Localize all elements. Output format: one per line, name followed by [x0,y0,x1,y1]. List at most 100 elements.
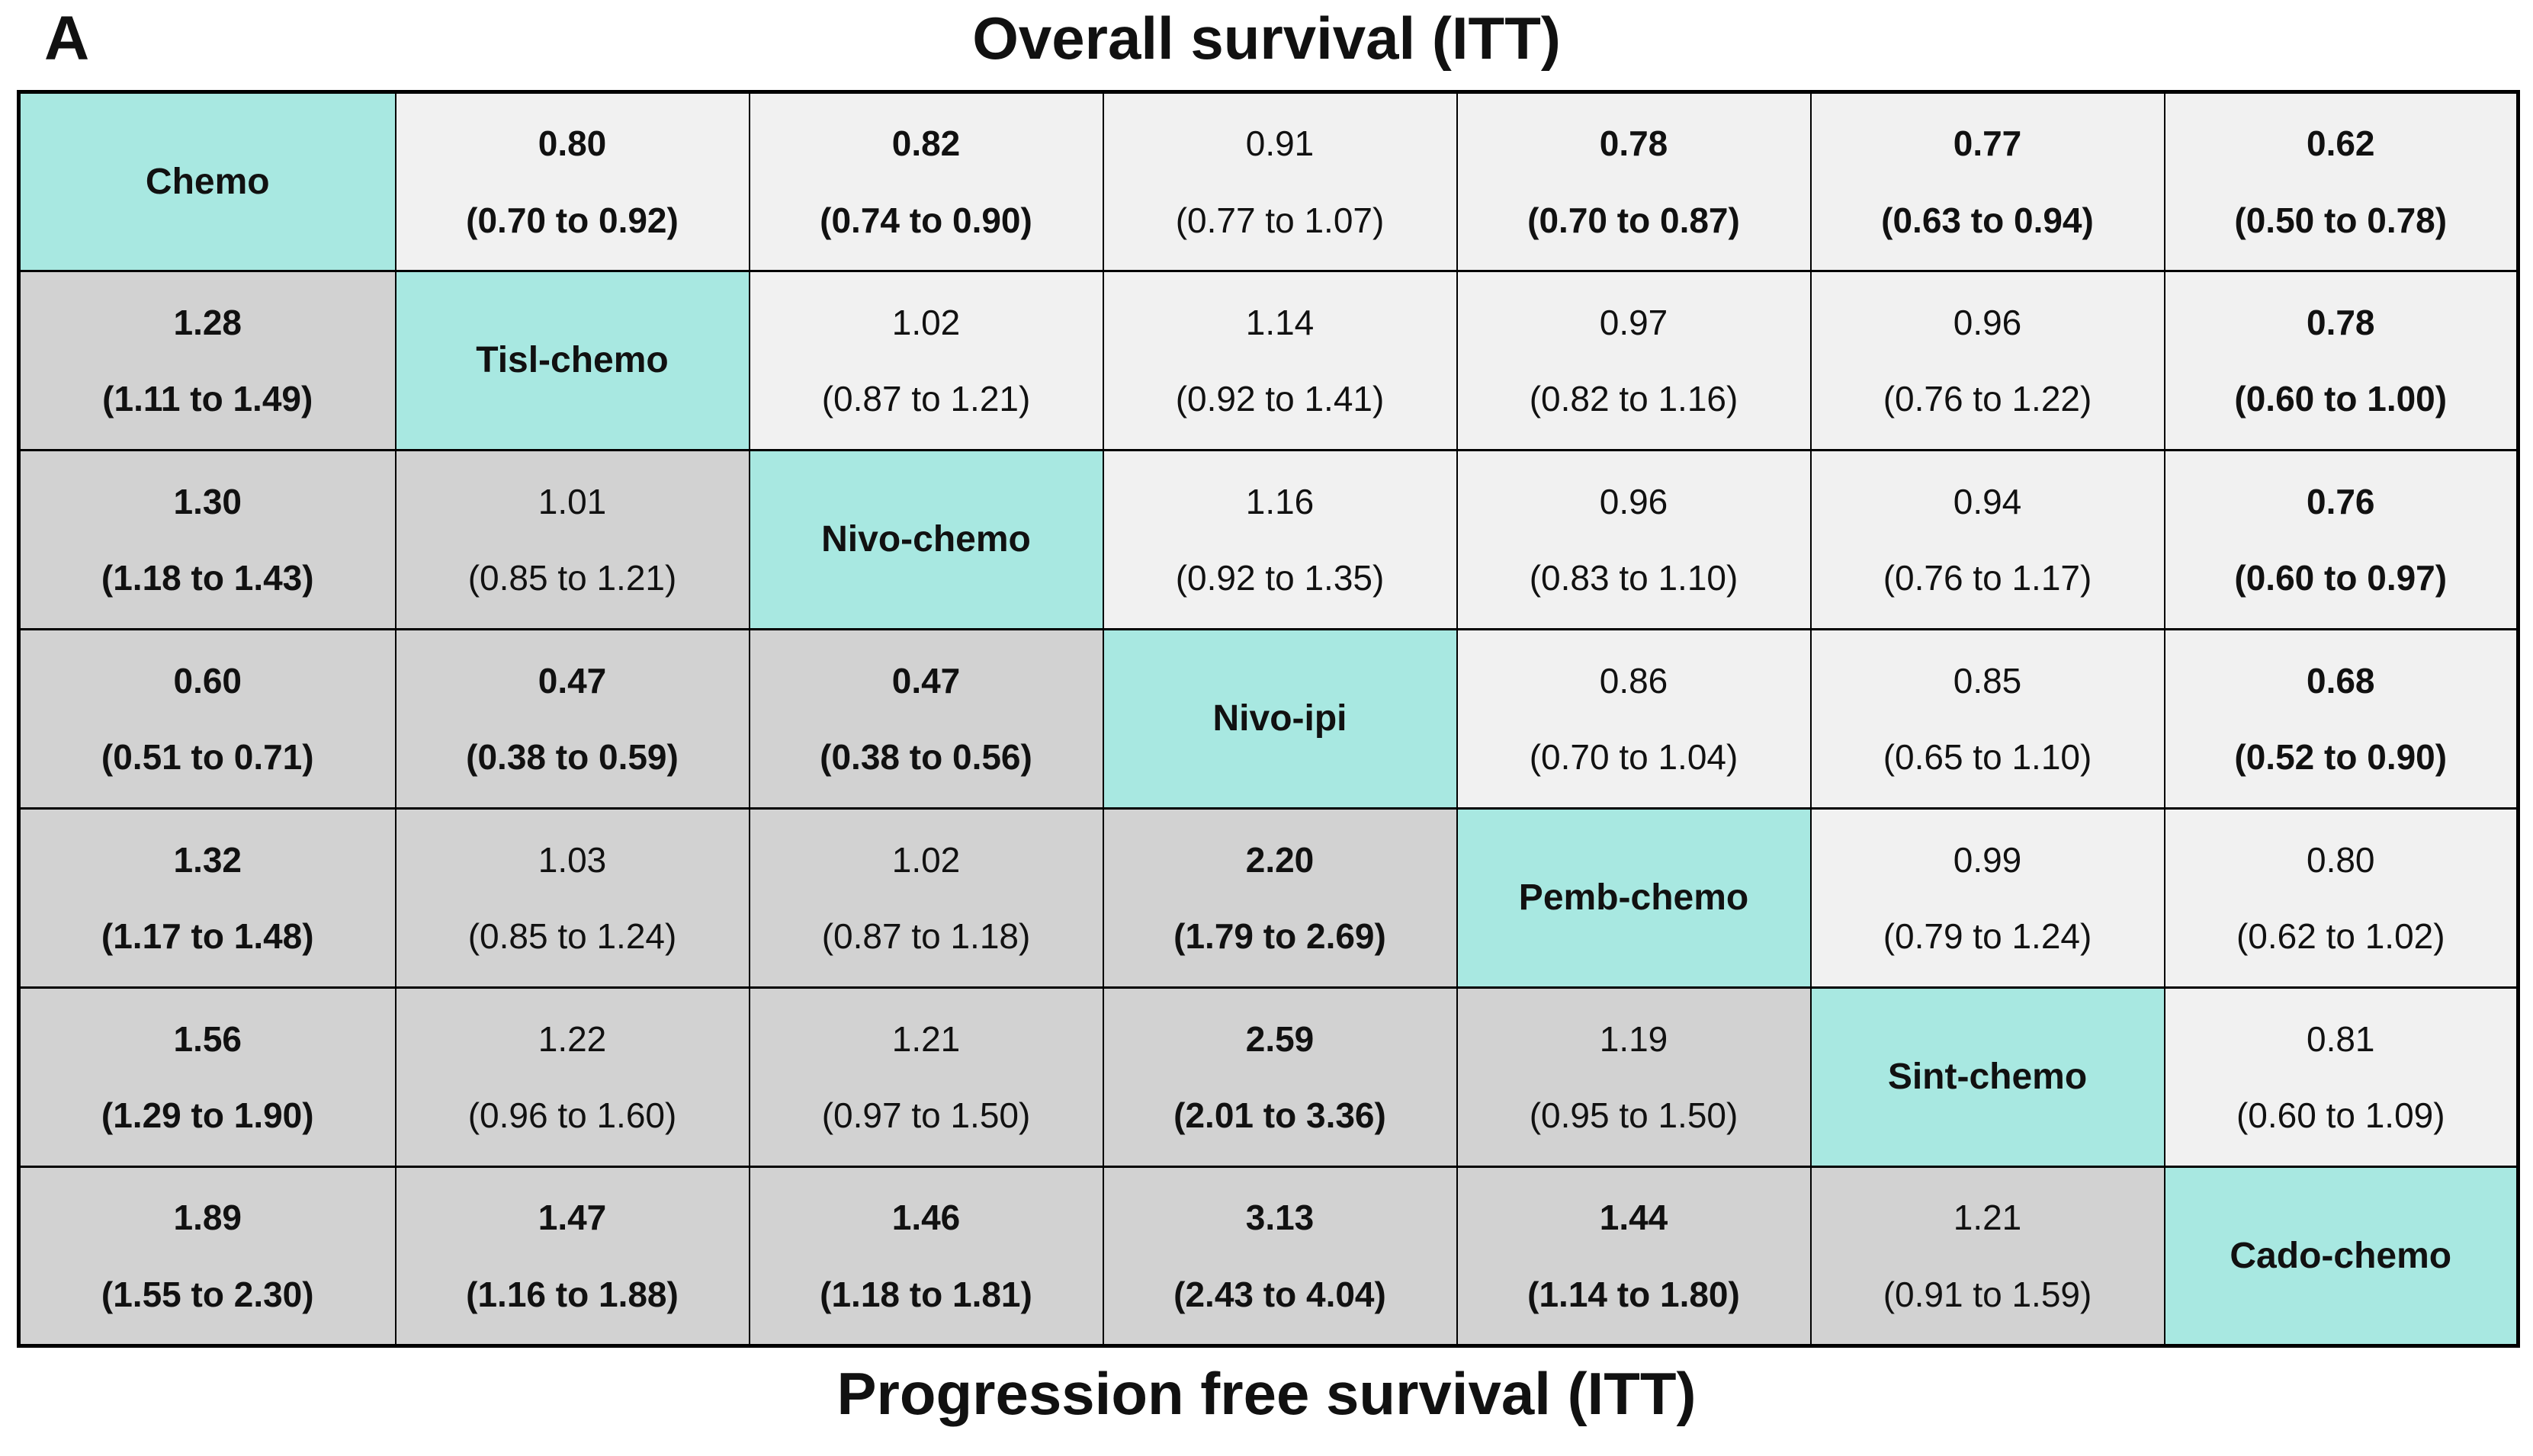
effect-estimate: 0.62 [2306,123,2375,164]
pfs-cell: 2.59 (2.01 to 3.36) [1102,986,1458,1168]
effect-estimate: 0.85 [1953,660,2022,701]
confidence-interval: (0.74 to 0.90) [820,200,1032,240]
treatment-label: Chemo [145,161,270,202]
effect-estimate: 0.76 [2306,481,2375,521]
effect-estimate: 1.30 [173,481,242,521]
effect-estimate: 0.68 [2306,660,2375,701]
effect-estimate: 1.28 [173,302,242,342]
confidence-interval: (0.96 to 1.60) [467,1095,677,1136]
treatment-label: Pemb-chemo [1518,877,1749,918]
pfs-cell: 1.03 (0.85 to 1.24) [394,807,750,989]
confidence-interval: (1.79 to 2.69) [1173,916,1386,957]
treatment-label: Tisl-chemo [476,340,669,380]
confidence-interval: (1.16 to 1.88) [466,1274,679,1314]
confidence-interval: (0.70 to 0.92) [466,200,679,240]
confidence-interval: (0.87 to 1.21) [821,379,1031,419]
diagonal-treatment-cell: Cado-chemo [2163,1166,2519,1347]
effect-estimate: 2.20 [1245,839,1315,880]
confidence-interval: (1.14 to 1.80) [1527,1274,1740,1314]
pfs-cell: 0.60 (0.51 to 0.71) [18,628,396,810]
effect-estimate: 3.13 [1245,1198,1315,1238]
table-row: 0.60 (0.51 to 0.71) 0.47 (0.38 to 0.59) 0.47… [18,628,2519,810]
pfs-cell: 2.20 (1.79 to 2.69) [1102,807,1458,989]
effect-estimate: 1.47 [538,1198,607,1238]
effect-estimate: 0.47 [538,660,607,701]
table-row: 1.30 (1.18 to 1.43) 1.01 (0.85 to 1.21) Nivo… [18,449,2519,630]
effect-estimate: 1.21 [891,1018,961,1059]
diagonal-treatment-cell: Nivo-chemo [748,449,1104,630]
effect-estimate: 0.96 [1953,302,2022,342]
pfs-cell: 3.13 (2.43 to 4.04) [1102,1166,1458,1347]
confidence-interval: (1.11 to 1.49) [102,379,313,419]
treatment-label: Cado-chemo [2230,1235,2452,1276]
effect-estimate: 0.99 [1953,839,2022,880]
os-cell: 0.62 (0.50 to 0.78) [2163,91,2519,272]
effect-estimate: 1.56 [173,1018,242,1059]
diagonal-treatment-cell: Sint-chemo [1809,986,2165,1168]
lower-triangle-title: Progression free survival (ITT) [836,1360,1697,1427]
confidence-interval: (0.83 to 1.10) [1529,558,1738,598]
effect-estimate: 1.03 [538,839,607,880]
confidence-interval: (0.87 to 1.18) [821,916,1031,957]
treatment-label: Nivo-ipi [1212,698,1347,739]
confidence-interval: (0.62 to 1.02) [2236,916,2445,957]
pfs-cell: 0.47 (0.38 to 0.59) [394,628,750,810]
confidence-interval: (0.77 to 1.07) [1175,200,1385,240]
table-row: 1.28 (1.11 to 1.49) Tisl-chemo 1.02 (0.87 to… [18,270,2519,451]
pfs-cell: 1.21 (0.91 to 1.59) [1809,1166,2165,1347]
os-cell: 0.96 (0.76 to 1.22) [1809,270,2165,451]
effect-estimate: 1.02 [891,839,961,880]
confidence-interval: (0.38 to 0.59) [466,737,679,778]
pfs-cell: 1.47 (1.16 to 1.88) [394,1166,750,1347]
os-cell: 0.81 (0.60 to 1.09) [2163,986,2519,1168]
confidence-interval: (0.85 to 1.24) [467,916,677,957]
pfs-cell: 1.28 (1.11 to 1.49) [18,270,396,451]
confidence-interval: (0.65 to 1.10) [1883,737,2092,778]
confidence-interval: (0.38 to 0.56) [820,737,1032,778]
os-cell: 0.68 (0.52 to 0.90) [2163,628,2519,810]
effect-estimate: 0.81 [2306,1018,2375,1059]
pfs-cell: 1.32 (1.17 to 1.48) [18,807,396,989]
pfs-cell: 1.21 (0.97 to 1.50) [748,986,1104,1168]
effect-estimate: 1.21 [1953,1198,2022,1238]
diagonal-treatment-cell: Tisl-chemo [394,270,750,451]
pfs-cell: 1.01 (0.85 to 1.21) [394,449,750,630]
os-cell: 0.80 (0.70 to 0.92) [394,91,750,272]
upper-triangle-title: Overall survival (ITT) [972,5,1561,72]
confidence-interval: (0.60 to 1.00) [2234,379,2448,419]
os-cell: 0.86 (0.70 to 1.04) [1456,628,1812,810]
effect-estimate: 0.78 [2306,302,2375,342]
confidence-interval: (0.52 to 0.90) [2234,737,2448,778]
os-cell: 1.16 (0.92 to 1.35) [1102,449,1458,630]
os-cell: 0.99 (0.79 to 1.24) [1809,807,2165,989]
os-cell: 0.78 (0.70 to 0.87) [1456,91,1812,272]
os-cell: 0.94 (0.76 to 1.17) [1809,449,2165,630]
confidence-interval: (1.55 to 2.30) [101,1274,314,1314]
effect-estimate: 0.47 [891,660,961,701]
confidence-interval: (0.95 to 1.50) [1529,1095,1738,1136]
confidence-interval: (2.01 to 3.36) [1173,1095,1386,1136]
effect-estimate: 0.80 [538,123,607,164]
pfs-cell: 1.56 (1.29 to 1.90) [18,986,396,1168]
effect-estimate: 1.14 [1245,302,1315,342]
os-cell: 0.96 (0.83 to 1.10) [1456,449,1812,630]
pfs-cell: 1.44 (1.14 to 1.80) [1456,1166,1812,1347]
os-cell: 1.14 (0.92 to 1.41) [1102,270,1458,451]
os-cell: 0.91 (0.77 to 1.07) [1102,91,1458,272]
pfs-cell: 1.46 (1.18 to 1.81) [748,1166,1104,1347]
os-cell: 0.85 (0.65 to 1.10) [1809,628,2165,810]
os-cell: 1.02 (0.87 to 1.21) [748,270,1104,451]
confidence-interval: (0.60 to 1.09) [2236,1095,2445,1136]
effect-estimate: 0.77 [1953,123,2022,164]
confidence-interval: (0.79 to 1.24) [1883,916,2092,957]
confidence-interval: (0.92 to 1.41) [1175,379,1385,419]
effect-estimate: 0.78 [1599,123,1668,164]
pfs-cell: 1.22 (0.96 to 1.60) [394,986,750,1168]
treatment-label: Sint-chemo [1887,1057,2088,1097]
pfs-cell: 1.02 (0.87 to 1.18) [748,807,1104,989]
table-row: 1.56 (1.29 to 1.90) 1.22 (0.96 to 1.60) 1.21… [18,986,2519,1168]
effect-estimate: 0.80 [2306,839,2375,880]
diagonal-treatment-cell: Chemo [18,91,396,272]
confidence-interval: (0.51 to 0.71) [101,737,314,778]
effect-estimate: 1.02 [891,302,961,342]
